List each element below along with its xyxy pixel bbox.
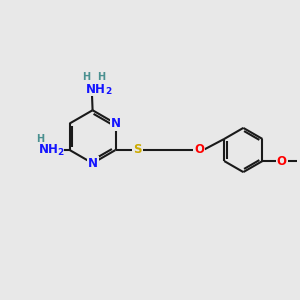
Text: O: O	[194, 143, 204, 157]
Text: S: S	[134, 143, 142, 157]
Text: NH: NH	[86, 82, 106, 95]
Text: H: H	[82, 72, 90, 82]
Text: N: N	[110, 117, 121, 130]
Text: H: H	[36, 134, 44, 144]
Text: N: N	[88, 157, 98, 170]
Text: NH: NH	[39, 143, 59, 157]
Text: 2: 2	[105, 87, 111, 96]
Text: H: H	[97, 72, 105, 82]
Text: O: O	[277, 154, 286, 167]
Text: 2: 2	[58, 148, 64, 157]
